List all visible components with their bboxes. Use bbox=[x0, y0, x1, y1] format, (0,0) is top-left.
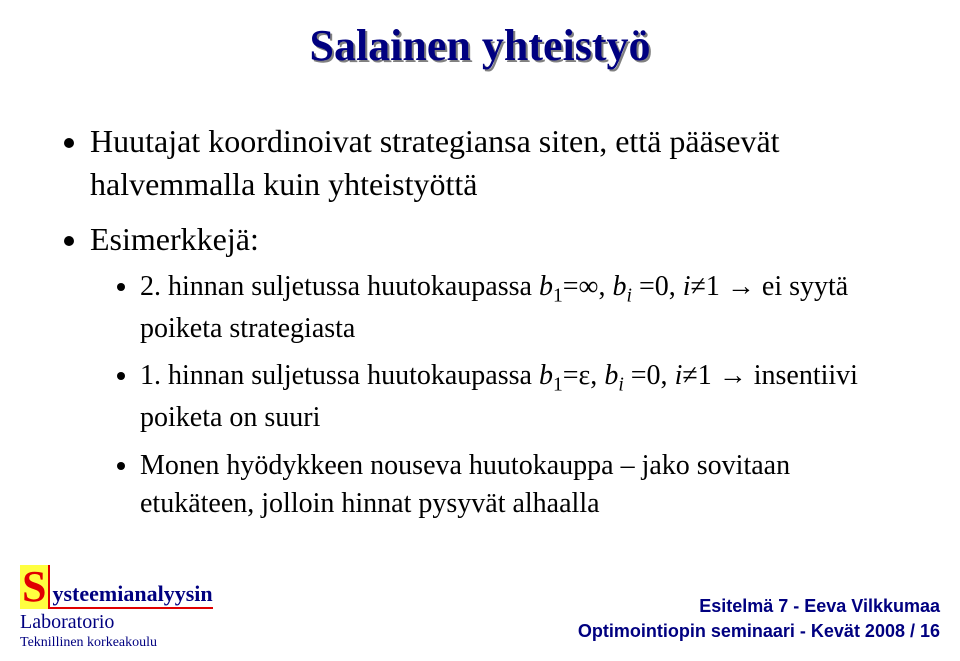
slide: Salainen yhteistyö Huutajat koordinoivat… bbox=[0, 0, 960, 661]
logo: S ysteemianalyysin bbox=[20, 565, 213, 609]
footer-uni: Teknillinen korkeakoulu bbox=[20, 635, 213, 651]
footer: S ysteemianalyysin Laboratorio Teknillin… bbox=[20, 576, 940, 651]
sub-bullet-item: 2. hinnan suljetussa huutokaupassa b1=∞,… bbox=[140, 268, 910, 348]
bullet-item: Esimerkkejä:2. hinnan suljetussa huutoka… bbox=[90, 218, 910, 522]
footer-seminar: Optimointiopin seminaari - Kevät 2008 / … bbox=[578, 619, 940, 643]
sub-bullet-list: 2. hinnan suljetussa huutokaupassa b1=∞,… bbox=[90, 268, 910, 523]
bullet-item: Huutajat koordinoivat strategiansa siten… bbox=[90, 120, 910, 206]
logo-letter: S bbox=[20, 565, 48, 609]
footer-lab: Laboratorio bbox=[20, 611, 213, 634]
sub-bullet-item: 1. hinnan suljetussa huutokaupassa b1=ε,… bbox=[140, 357, 910, 437]
slide-content: Huutajat koordinoivat strategiansa siten… bbox=[50, 120, 910, 535]
sub-bullet-item: Monen hyödykkeen nouseva huutokauppa – j… bbox=[140, 447, 910, 523]
footer-right: Esitelmä 7 - Eeva Vilkkumaa Optimointiop… bbox=[578, 594, 940, 643]
slide-title: Salainen yhteistyö bbox=[0, 20, 960, 71]
footer-left: S ysteemianalyysin Laboratorio Teknillin… bbox=[20, 565, 213, 651]
footer-presenter: Esitelmä 7 - Eeva Vilkkumaa bbox=[578, 594, 940, 618]
bullet-list: Huutajat koordinoivat strategiansa siten… bbox=[50, 120, 910, 523]
logo-text: ysteemianalyysin bbox=[48, 581, 212, 609]
